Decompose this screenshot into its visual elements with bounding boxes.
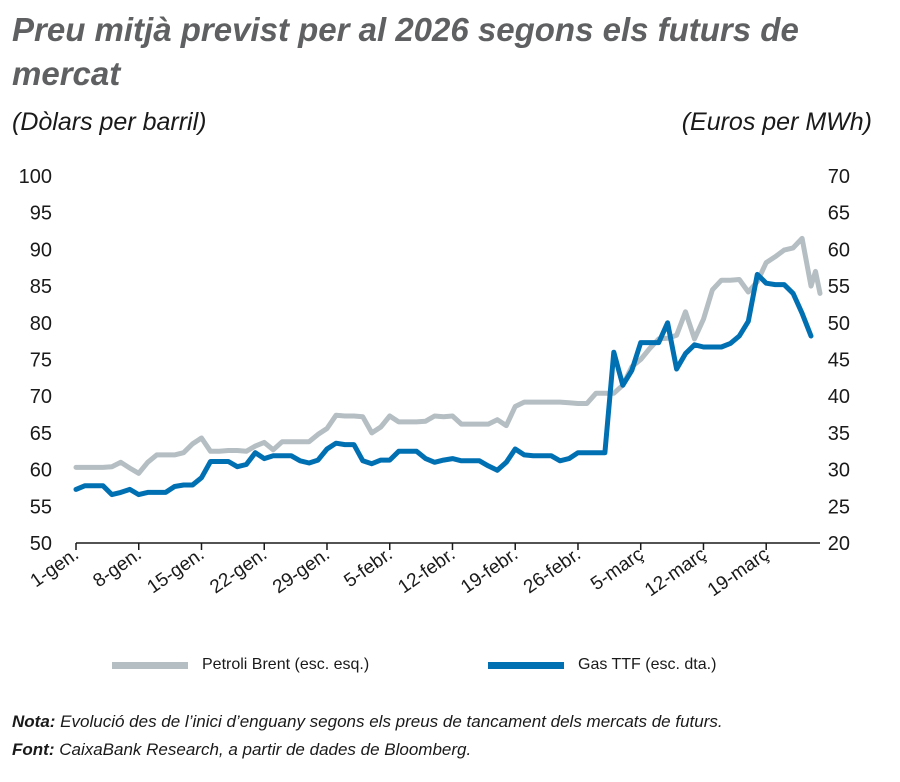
axes: 50 55 60 65 70 75 80 85 90 95 100 20 25 30 35 40 45 50 55 6…: [19, 166, 850, 601]
right-axis-unit: (Euros per MWh): [681, 108, 872, 136]
y-right-tick-label: 40: [828, 386, 850, 408]
legend-label-ttf: Gas TTF (esc. dta.): [578, 656, 717, 673]
y-right-tick-label: 20: [828, 533, 850, 555]
y-right-tick-label: 30: [828, 460, 850, 482]
y-left-tick-label: 85: [30, 276, 52, 298]
legend: Petroli Brent (esc. esq.) Gas TTF (esc. …: [0, 656, 900, 686]
y-left-tick-label: 95: [30, 203, 52, 225]
y-left-tick-label: 55: [30, 496, 52, 518]
x-tick-label: 12-març: [641, 544, 710, 601]
chart-source: Font: CaixaBank Research, a partir de da…: [12, 740, 471, 760]
y-left-tick-label: 80: [30, 313, 52, 335]
x-tick-label: 5-març: [587, 544, 647, 595]
series-lines: [73, 235, 823, 498]
y-right-tick-label: 55: [828, 276, 850, 298]
ttf-series-line: [73, 271, 814, 498]
x-tick-label: 22-gen.: [206, 544, 271, 598]
x-tick-label: 15-gen.: [144, 544, 209, 598]
y-left-tick-label: 60: [30, 460, 52, 482]
y-right-tick-label: 65: [828, 203, 850, 225]
legend-item-brent: Petroli Brent (esc. esq.): [112, 656, 369, 674]
x-tick-label: 29-gen.: [269, 544, 334, 598]
left-axis-unit: (Dòlars per barril): [12, 108, 207, 136]
x-tick-label: 19-març: [704, 544, 773, 601]
y-left-tick-label: 100: [19, 166, 52, 188]
y-left-tick-label: 65: [30, 423, 52, 445]
y-left-tick-label: 75: [30, 350, 52, 372]
x-tick-label: 19-febr.: [457, 544, 522, 598]
y-left-tick-label: 50: [30, 533, 52, 555]
y-right-tick-label: 70: [828, 166, 850, 188]
x-tick-label: 8-gen.: [89, 544, 145, 592]
x-tick-label: 12-febr.: [395, 544, 460, 598]
brent-series-line: [73, 235, 823, 476]
y-right-tick-label: 35: [828, 423, 850, 445]
legend-label-brent: Petroli Brent (esc. esq.): [202, 656, 370, 673]
y-right-tick-label: 60: [828, 239, 850, 261]
line-chart: 50 55 60 65 70 75 80 85 90 95 100 20 25 30 35 40 45 50 55 6…: [19, 166, 850, 601]
x-tick-label: 5-febr.: [340, 544, 396, 592]
y-right-tick-label: 45: [828, 350, 850, 372]
chart-note: Nota: Evolució des de l’inici d’enguany …: [12, 712, 723, 732]
x-tick-label: 26-febr.: [520, 544, 585, 598]
source-label: Font:: [12, 740, 55, 759]
y-right-tick-label: 50: [828, 313, 850, 335]
y-right-tick-label: 25: [828, 496, 850, 518]
note-text: Evolució des de l’inici d’enguany segons…: [55, 712, 723, 731]
source-text: CaixaBank Research, a partir de dades de…: [54, 740, 472, 759]
note-label: Nota:: [12, 712, 56, 731]
y-left-tick-label: 70: [30, 386, 52, 408]
legend-item-ttf: Gas TTF (esc. dta.): [488, 656, 716, 674]
y-left-tick-label: 90: [30, 239, 52, 261]
chart-title: Preu mitjà previst per al 2026 segons el…: [12, 11, 799, 92]
legend-swatch-ttf: [488, 661, 564, 669]
legend-swatch-brent: [112, 661, 188, 669]
